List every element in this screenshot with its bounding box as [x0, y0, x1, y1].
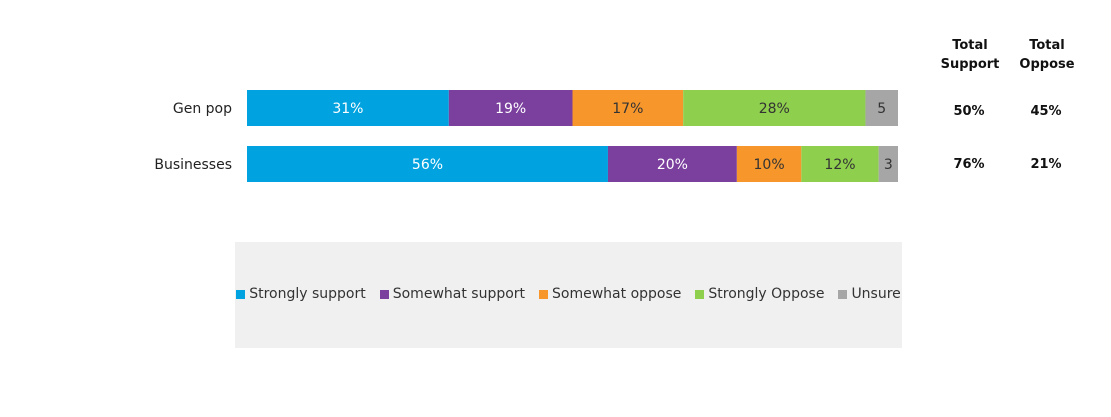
- data-label-gen-pop-strongly-support: 31%: [332, 101, 363, 117]
- legend-item-strongly-oppose: Strongly Oppose: [695, 286, 824, 302]
- legend-item-somewhat-support: Somewhat support: [379, 286, 526, 302]
- data-label-businesses-strongly-oppose: 12%: [824, 157, 855, 173]
- data-label-gen-pop-strongly-oppose: 28%: [759, 101, 790, 117]
- data-label-businesses-somewhat-support: 20%: [657, 157, 688, 173]
- legend-panel: Strongly support Somewhat support Somewh…: [235, 242, 902, 348]
- total-support-header: Total Support: [940, 38, 1000, 72]
- bar-gen-pop-somewhat-support: [448, 90, 573, 126]
- legend-item-unsure: Unsure: [838, 286, 901, 302]
- bar-gen-pop-unsure: [865, 90, 898, 126]
- bar-gen-pop-strongly-oppose: [683, 90, 866, 126]
- bar-gen-pop-somewhat-oppose: [572, 90, 684, 126]
- data-label-businesses-strongly-support: 56%: [412, 157, 443, 173]
- legend-item-strongly-support: Strongly support: [236, 286, 366, 302]
- data-label-gen-pop-unsure: 5: [877, 101, 886, 117]
- category-label-gen-pop: Gen pop: [173, 101, 232, 117]
- total-support-businesses: 76%: [953, 157, 985, 172]
- data-label-businesses-somewhat-oppose: 10%: [754, 157, 785, 173]
- legend-swatch-strongly-oppose: [695, 289, 705, 299]
- legend: Strongly support Somewhat support Somewh…: [235, 286, 902, 302]
- legend-label-somewhat-oppose: Somewhat oppose: [552, 286, 682, 302]
- bar-businesses-unsure: [878, 146, 898, 182]
- legend-swatch-strongly-support: [236, 289, 246, 299]
- legend-swatch-somewhat-support: [379, 289, 389, 299]
- total-oppose-gen-pop: 45%: [1030, 104, 1062, 119]
- data-label-businesses-unsure: 3: [884, 157, 893, 173]
- bar-gen-pop-strongly-support: [247, 90, 449, 126]
- legend-label-strongly-support: Strongly support: [249, 286, 366, 302]
- legend-label-somewhat-support: Somewhat support: [392, 286, 526, 302]
- category-label-businesses: Businesses: [154, 157, 232, 173]
- data-label-gen-pop-somewhat-oppose: 17%: [612, 101, 643, 117]
- bar-businesses-strongly-support: [247, 146, 608, 182]
- legend-item-somewhat-oppose: Somewhat oppose: [539, 286, 681, 302]
- bar-businesses-strongly-oppose: [801, 146, 879, 182]
- legend-label-strongly-oppose: Strongly Oppose: [708, 286, 825, 302]
- bar-businesses-somewhat-support: [607, 146, 737, 182]
- data-label-gen-pop-somewhat-support: 19%: [495, 101, 526, 117]
- legend-swatch-unsure: [838, 289, 848, 299]
- legend-label-unsure: Unsure: [851, 286, 901, 302]
- total-oppose-header: Total Oppose: [1019, 38, 1075, 72]
- total-support-gen-pop: 50%: [953, 104, 985, 119]
- bar-businesses-somewhat-oppose: [736, 146, 802, 182]
- legend-swatch-somewhat-oppose: [539, 289, 549, 299]
- total-oppose-businesses: 21%: [1030, 157, 1062, 172]
